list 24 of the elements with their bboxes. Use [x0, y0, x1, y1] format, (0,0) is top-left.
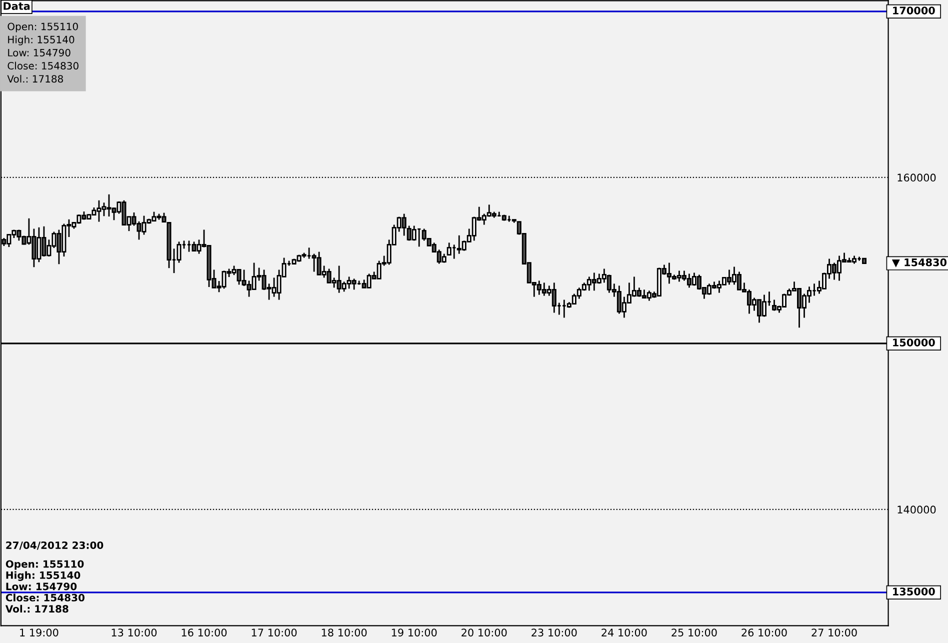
x-tick-label: 23 10:00	[532, 628, 577, 636]
x-tick-label: 19 10:00	[392, 628, 437, 636]
x-tick-label: 25 10:00	[672, 628, 717, 636]
y-tick-label: 140000	[898, 506, 936, 514]
x-tick-label: 1 19:00	[20, 628, 58, 636]
candlestick	[176, 240, 182, 264]
annotation: Open: 155110 High: 155140 Low: 154790 Close: 154830 Vol.: 17188	[7, 22, 78, 83]
ref-line-label: 135000	[893, 588, 935, 596]
ref-line-label: 150000	[893, 338, 935, 346]
annotation: Open: 155110 High: 155140 Low: 154790 Close: 154830 Vol.: 17188	[5, 560, 85, 613]
annotation: 27/04/2012 23:00	[6, 541, 104, 550]
text: ▼ 154830	[892, 258, 947, 268]
x-tick-label: 24 10:00	[602, 628, 647, 636]
x-tick-label: 17 10:00	[252, 628, 297, 636]
ref-line-label: 170000	[893, 6, 935, 14]
x-tick-label: 18 10:00	[322, 628, 367, 636]
x-tick-label: 26 10:00	[742, 628, 787, 636]
x-tick-label: 27 10:00	[812, 628, 857, 636]
x-tick-label: 20 10:00	[462, 628, 507, 636]
x-tick-label: 13 10:00	[112, 628, 157, 636]
x-tick-label: 16 10:00	[182, 628, 227, 636]
annotation: Data	[4, 2, 30, 10]
y-tick-label: 160000	[898, 174, 936, 182]
candlestick	[446, 242, 452, 256]
